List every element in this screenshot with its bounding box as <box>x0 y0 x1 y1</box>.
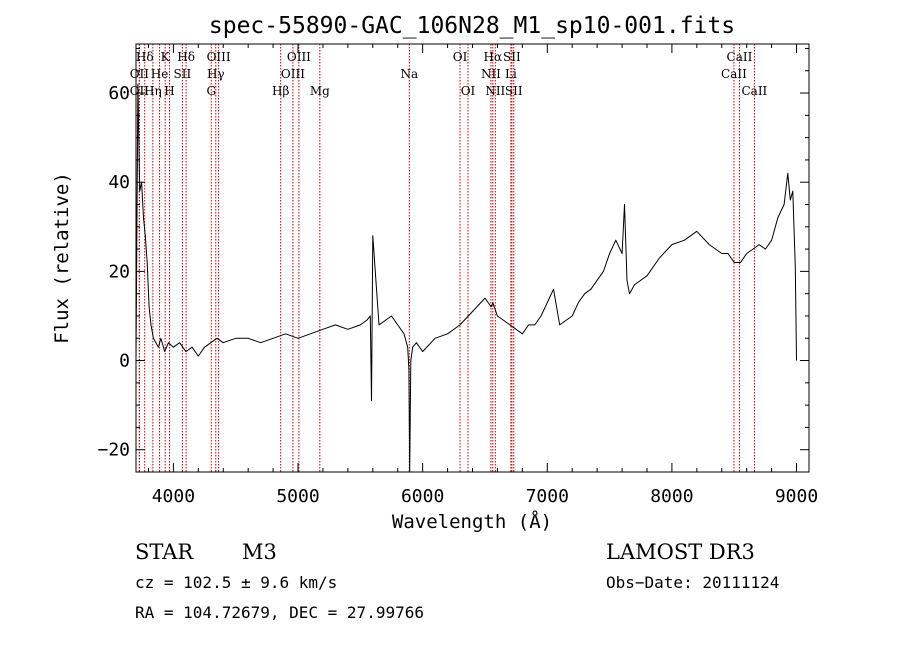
emission-line-label: Li <box>505 67 517 81</box>
emission-line-label: G <box>206 84 216 98</box>
emission-line-markers <box>138 44 755 472</box>
emission-line-label: He <box>151 67 169 81</box>
x-tick-label: 8000 <box>650 486 693 507</box>
redshift-velocity: cz = 102.5 ± 9.6 km/s <box>135 573 337 592</box>
coordinates: RA = 104.72679, DEC = 27.99766 <box>135 603 424 622</box>
emission-line-label: NII <box>485 84 505 98</box>
x-tick-label: 4000 <box>152 486 195 507</box>
emission-line-label: Na <box>400 67 418 81</box>
emission-line-label: OI <box>461 84 476 98</box>
y-tick-label: 20 <box>108 261 130 282</box>
emission-line-label: SII <box>174 67 192 81</box>
emission-line-label: Hδ <box>136 50 154 64</box>
emission-line-label: Hη <box>144 84 162 98</box>
emission-line-label: Hβ <box>272 84 289 98</box>
emission-line-label: OI <box>453 50 468 64</box>
emission-line-label: OIII <box>207 50 231 64</box>
emission-line-label: CaII <box>741 84 767 98</box>
emission-line-label: OII <box>130 84 150 98</box>
emission-line-label: OII <box>130 67 150 81</box>
survey-name: LAMOST DR3 <box>606 540 755 564</box>
emission-line-label: SII <box>503 50 521 64</box>
emission-line-label: OIII <box>287 50 311 64</box>
emission-line-label: Mg <box>310 84 330 98</box>
emission-line-label: CaII <box>721 67 747 81</box>
x-tick-label: 5000 <box>276 486 319 507</box>
emission-line-label: NII <box>481 67 501 81</box>
x-axis-label: Wavelength (Å) <box>392 510 552 533</box>
observation-date: Obs−Date: 20111124 <box>606 573 779 592</box>
object-subclass: M3 <box>242 540 277 564</box>
y-tick-label: −20 <box>97 440 130 461</box>
x-tick-labels: 4000 5000 6000 7000 8000 9000 <box>152 486 819 507</box>
series-group <box>135 83 797 473</box>
y-tick-labels: −20 0 20 40 60 <box>97 83 130 461</box>
y-tick-label: 40 <box>108 172 130 193</box>
x-tick-label: 9000 <box>775 486 818 507</box>
emission-line-label: CaII <box>727 50 753 64</box>
plot-frame <box>135 43 810 473</box>
spectrum-line <box>135 83 797 473</box>
emission-line-label: Hδ <box>177 50 195 64</box>
x-tick-label: 6000 <box>401 486 444 507</box>
emission-line-label: Hγ <box>207 67 225 81</box>
axis-ticks <box>136 44 809 473</box>
emission-line-label: SII <box>505 84 523 98</box>
y-tick-label: 60 <box>108 83 130 104</box>
emission-line-label: K <box>161 50 171 64</box>
object-class: STAR <box>135 540 194 564</box>
x-tick-label: 7000 <box>526 486 569 507</box>
y-axis-label: Flux (relative) <box>51 172 73 344</box>
emission-line-label: H <box>164 84 174 98</box>
chart-title: spec-55890-GAC_106N28_M1_sp10-001.fits <box>209 13 735 39</box>
emission-line-label: Hα <box>484 50 503 64</box>
emission-line-label: OIII <box>281 67 305 81</box>
y-tick-label: 0 <box>119 351 130 372</box>
